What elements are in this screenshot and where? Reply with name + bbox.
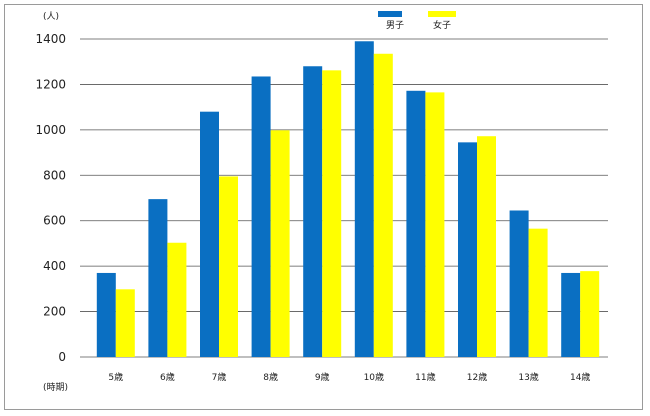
- bars: [96, 41, 600, 358]
- bar-female: [373, 53, 393, 358]
- y-axis-ticks: 0 200 400 600 800 1000 1200 1400: [35, 32, 66, 364]
- bar-chart: 0 200 400 600 800 1000 1200 1400 5歳 6歳 7歳 8歳 9歳 10歳 1…: [35, 11, 608, 393]
- legend: 男子 女子: [378, 11, 456, 31]
- legend-swatch-male: [378, 11, 402, 17]
- bar-female: [580, 271, 600, 357]
- bar-female: [115, 289, 135, 357]
- bar-male: [96, 272, 116, 357]
- x-category-label: 14歳: [570, 371, 590, 383]
- bar-female: [219, 176, 238, 357]
- bar-male: [200, 111, 219, 357]
- legend-swatch-female: [428, 11, 456, 17]
- legend-label-male: 男子: [386, 20, 404, 31]
- y-tick-label: 400: [43, 259, 66, 273]
- x-category-label: 12歳: [467, 371, 487, 383]
- y-tick-label: 600: [43, 214, 66, 228]
- bar-male: [148, 199, 168, 357]
- bar-female: [477, 136, 496, 357]
- bar-male: [458, 142, 477, 357]
- bar-male: [509, 210, 529, 357]
- x-category-label: 9歳: [315, 371, 330, 383]
- bar-male: [251, 76, 271, 357]
- x-category-label: 6歳: [160, 371, 175, 383]
- bar-male: [303, 66, 323, 357]
- bar-female: [528, 228, 548, 357]
- chart-frame: 0 200 400 600 800 1000 1200 1400 5歳 6歳 7歳 8歳 9歳 10歳 1…: [4, 4, 643, 410]
- x-category-label: 5歳: [108, 371, 123, 383]
- bar-male: [354, 41, 374, 358]
- bar-male: [561, 272, 581, 357]
- bar-male: [406, 90, 426, 357]
- bar-female: [270, 130, 290, 357]
- bar-female: [425, 92, 445, 357]
- x-category-label: 13歳: [518, 371, 538, 383]
- y-tick-label: 1000: [35, 123, 66, 137]
- y-tick-label: 800: [43, 168, 66, 182]
- y-tick-label: 200: [43, 305, 66, 319]
- y-tick-label: 0: [58, 350, 66, 364]
- y-tick-label: 1200: [35, 77, 66, 91]
- x-axis-title: (時期): [43, 382, 68, 393]
- bar-female: [167, 242, 187, 357]
- legend-label-female: 女子: [433, 19, 451, 31]
- x-category-label: 10歳: [364, 371, 384, 383]
- bar-female: [322, 70, 342, 358]
- x-axis-labels: 5歳 6歳 7歳 8歳 9歳 10歳 11歳 12歳 13歳 14歳: [108, 371, 590, 383]
- x-category-label: 7歳: [212, 371, 227, 383]
- x-category-label: 8歳: [263, 371, 278, 383]
- x-category-label: 11歳: [415, 371, 435, 383]
- y-tick-label: 1400: [35, 32, 66, 46]
- y-axis-unit-label: (人): [43, 11, 59, 22]
